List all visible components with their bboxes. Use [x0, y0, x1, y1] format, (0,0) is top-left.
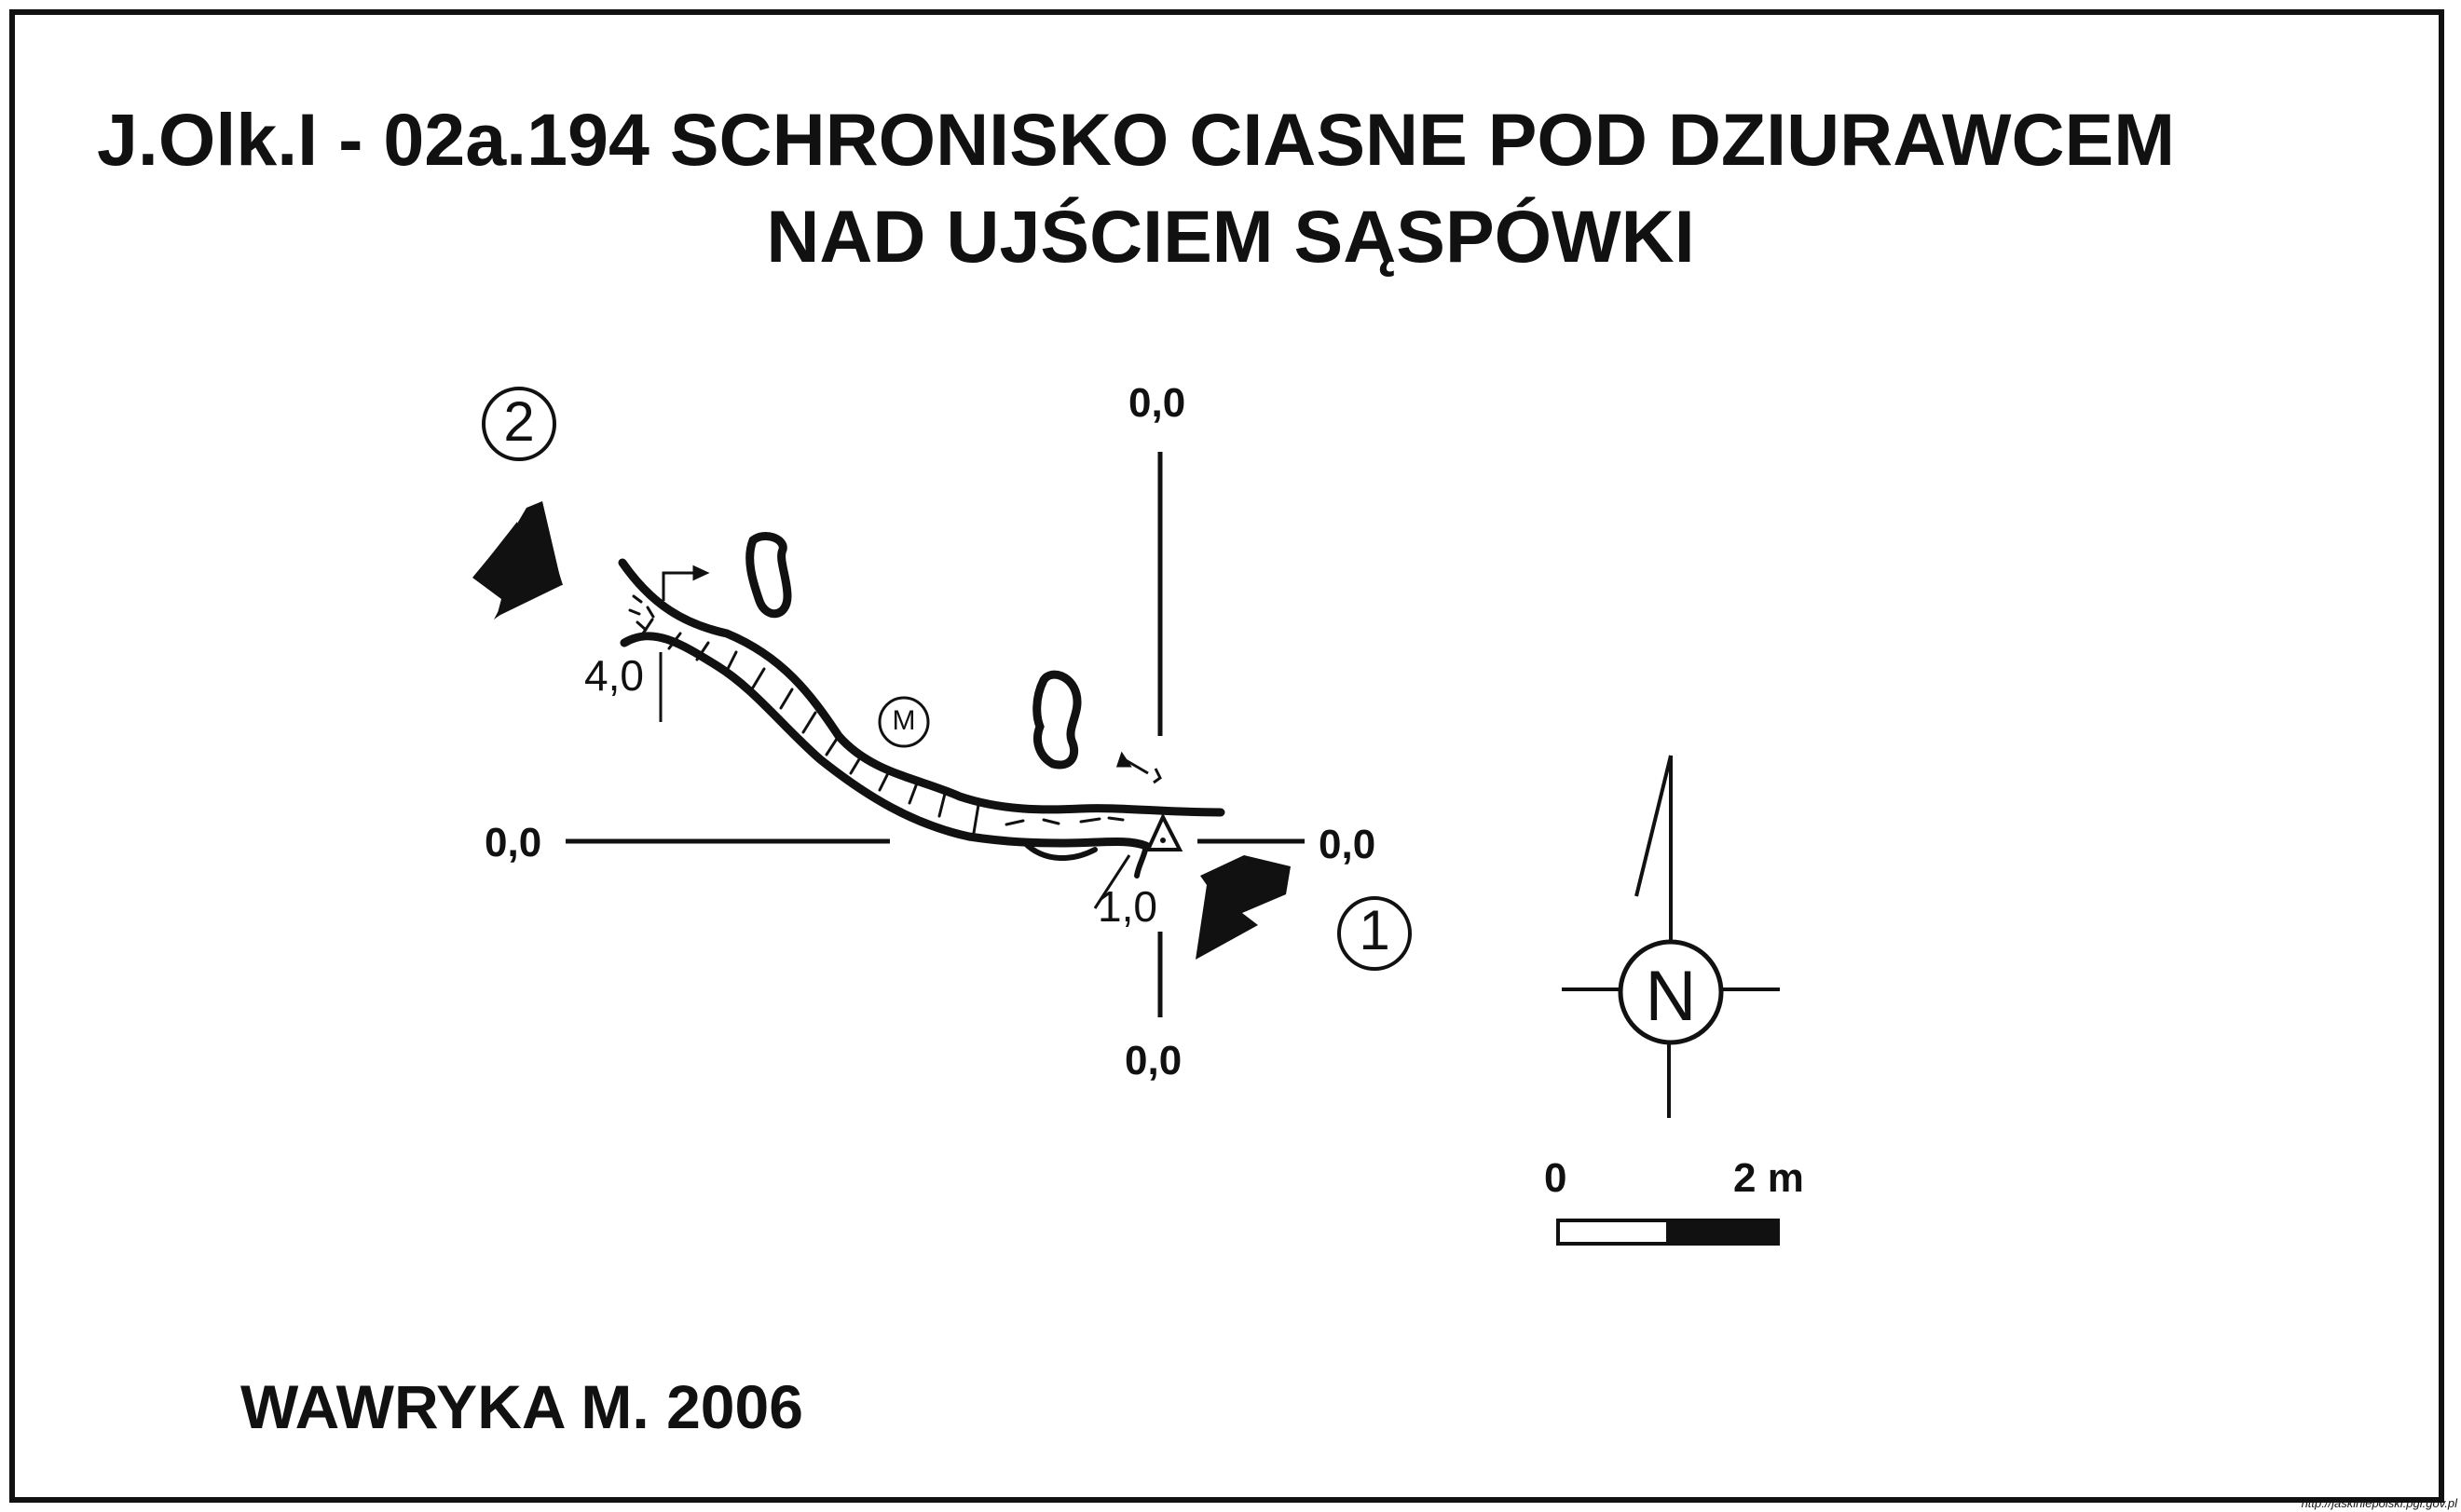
scale-bar [1556, 1219, 1780, 1246]
entrance-marker-2: 2 [503, 390, 535, 453]
rock-block-north [745, 532, 792, 619]
map-title-line-1: J.Olk.I - 02a.194 SCHRONISKO CIASNE POD … [97, 98, 2176, 181]
depth-label-west: 4,0 [584, 651, 644, 700]
depth-label-east: 1,0 [1098, 882, 1157, 931]
source-url: http://jaskiniepolski.pgi.gov.pl [2301, 1496, 2457, 1510]
map-frame [9, 9, 2444, 1503]
rock-block-middle [1032, 670, 1082, 770]
marker-1-circle [1337, 896, 1412, 971]
coord-label-bottom: 0,0 [1125, 1038, 1183, 1083]
map-title-line-2: NAD UJŚCIEM SĄSPÓWKI [766, 195, 1695, 278]
cross-section-markers [662, 565, 1162, 784]
m-symbol-label: M [892, 705, 916, 736]
north-label: N [1645, 957, 1697, 1036]
scale-start-label: 0 [1544, 1155, 1567, 1201]
north-arrow-icon [1562, 755, 1780, 1118]
cave-passage [618, 558, 1225, 879]
entrance-arrow-east [1196, 855, 1291, 960]
coord-label-right: 0,0 [1319, 822, 1376, 867]
scale-end-label: 2 m [1733, 1155, 1804, 1201]
survey-point-triangle [1144, 812, 1183, 851]
coord-label-left: 0,0 [485, 820, 542, 865]
entrance-arrow-west-shape [473, 508, 563, 620]
depth-leaders [659, 652, 1131, 909]
entrance-marker-1: 1 [1359, 899, 1390, 961]
coord-label-top: 0,0 [1128, 380, 1186, 426]
m-symbol-circle [878, 696, 930, 748]
author-credit: WAWRYKA M. 2006 [240, 1372, 803, 1441]
coordinate-grid-lines [566, 452, 1305, 1017]
marker-2-circle [482, 387, 556, 461]
